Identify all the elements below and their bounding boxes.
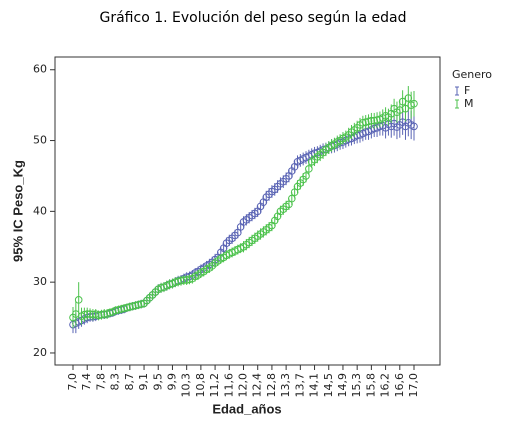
legend-symbol <box>455 86 459 96</box>
mean-marker <box>305 165 313 173</box>
x-tick-label: 12,4 <box>251 373 264 398</box>
x-axis-title: Edad_años <box>212 401 281 416</box>
mean-marker <box>410 99 418 108</box>
x-tick-label: 13,7 <box>293 373 306 398</box>
x-tick-label: 10,3 <box>180 373 193 398</box>
x-tick-label: 15,8 <box>364 373 377 398</box>
x-tick-label: 12,0 <box>237 373 250 398</box>
x-tick-label: 11,2 <box>208 373 221 398</box>
x-tick-label: 17,0 <box>407 373 420 398</box>
y-tick-label: 20 <box>33 346 47 359</box>
chart-title: Gráfico 1. Evolución del peso según la e… <box>100 10 407 26</box>
x-tick-label: 13,3 <box>279 373 292 398</box>
mean-marker <box>410 122 418 131</box>
y-axis-title: 95% IC Peso_Kg <box>10 160 25 262</box>
x-tick-label: 8,7 <box>123 373 136 391</box>
x-tick-label: 14,1 <box>308 373 321 398</box>
y-tick-label: 30 <box>33 275 47 288</box>
x-tick-label: 12,8 <box>265 373 278 398</box>
legend-label: F <box>464 84 470 97</box>
mean-marker <box>74 296 83 304</box>
y-tick-label: 50 <box>33 134 47 147</box>
x-tick-label: 7,4 <box>80 373 93 391</box>
legend-symbol <box>455 99 459 109</box>
legend-title: Genero <box>452 68 492 81</box>
legend-label: M <box>464 97 474 110</box>
plot-frame <box>54 56 441 366</box>
x-tick-label: 9,1 <box>137 373 150 391</box>
x-tick-label: 11,6 <box>222 373 235 398</box>
x-tick-label: 10,8 <box>194 373 207 398</box>
x-tick-label: 7,8 <box>94 373 107 391</box>
x-tick-label: 14,9 <box>336 373 349 398</box>
mean-marker <box>302 172 310 180</box>
x-tick-label: 9,9 <box>165 373 178 391</box>
x-tick-label: 14,5 <box>322 373 335 398</box>
x-tick-label: 7,0 <box>66 373 79 391</box>
x-tick-label: 16,2 <box>379 373 392 398</box>
x-tick-label: 15,3 <box>350 373 363 398</box>
x-tick-label: 8,3 <box>109 373 122 391</box>
x-tick-label: 9,5 <box>151 373 164 391</box>
y-tick-label: 40 <box>33 204 47 217</box>
x-tick-label: 16,6 <box>393 373 406 398</box>
y-tick-label: 60 <box>33 63 47 76</box>
